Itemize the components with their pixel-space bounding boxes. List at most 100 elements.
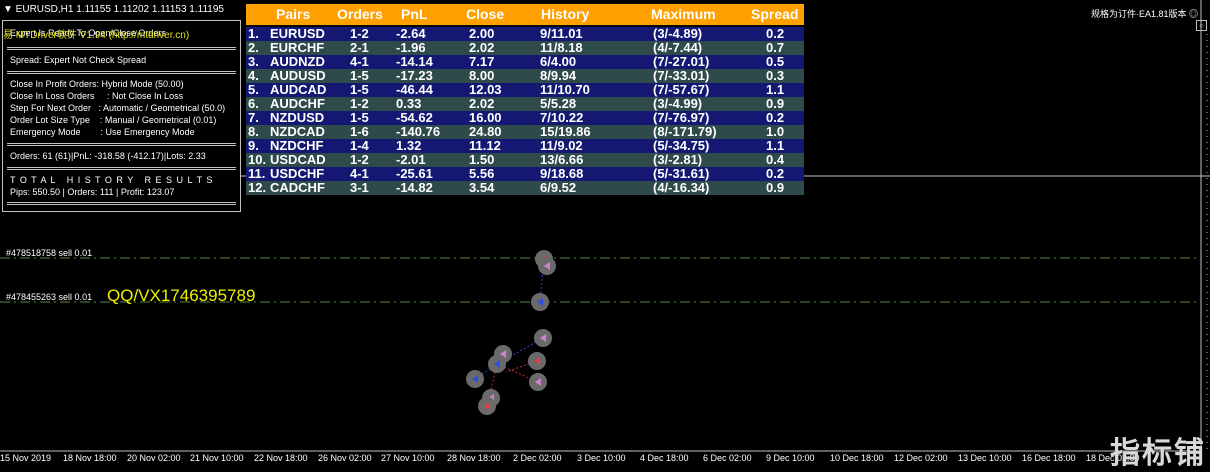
table-cell: 15/19.86 (540, 124, 591, 139)
close-profit-setting: Close In Profit Orders: Hybrid Mode (50.… (10, 79, 184, 89)
table-cell: (3/-4.99) (653, 96, 703, 111)
time-tick-label: 6 Dec 02:00 (703, 453, 752, 463)
table-cell: 2.02 (469, 96, 495, 111)
table-cell: -2.64 (396, 26, 426, 41)
table-cell: 4-1 (350, 54, 369, 69)
order-label: #478455263 sell 0.01 (6, 292, 93, 302)
close-icon[interactable]: ○ (1196, 20, 1207, 31)
table-row: 11. USDCHF 4-1 -25.61 5.56 9/18.68 (5/-31.61) 0… (246, 167, 804, 181)
table-cell: 3.54 (469, 180, 495, 195)
table-cell: 5.56 (469, 166, 495, 181)
table-cell: (5/-34.75) (653, 138, 710, 153)
header-spread: Spread (751, 6, 799, 22)
table-row: 1. EURUSD 1-2 -2.64 2.00 9/11.01 (3/-4.89) 0.2 (246, 27, 804, 41)
table-cell: -14.82 (396, 180, 433, 195)
table-cell: 1-2 (350, 96, 369, 111)
table-cell: 0.3 (766, 68, 785, 83)
table-cell: USDCHF (270, 166, 325, 181)
table-cell: (7/-27.01) (653, 54, 710, 69)
table-cell: NZDCAD (270, 124, 325, 139)
header-orders: Orders (337, 6, 383, 22)
time-tick-label: 26 Nov 02:00 (318, 453, 372, 463)
table-cell: 6. (248, 96, 259, 111)
divider (7, 71, 236, 74)
table-header: Pairs Orders PnL Close History Maximum S… (246, 4, 804, 25)
divider (7, 202, 236, 205)
table-cell: 8.00 (469, 68, 495, 83)
order-label: #478518758 sell 0.01 (6, 248, 93, 258)
table-cell: 9. (248, 138, 259, 153)
table-cell: 12. (248, 180, 267, 195)
table-cell: AUDNZD (270, 54, 325, 69)
time-tick-label: 28 Nov 18:00 (447, 453, 501, 463)
table-cell: 11.12 (469, 138, 501, 153)
step-next-setting: Step For Next Order : Automatic / Geomet… (10, 103, 226, 113)
table-cell: -25.61 (396, 166, 433, 181)
header-maximum: Maximum (651, 6, 716, 22)
table-cell: 11/8.18 (540, 40, 583, 55)
table-cell: EURCHF (270, 40, 325, 55)
table-cell: 1-4 (350, 138, 369, 153)
table-cell: 3. (248, 54, 259, 69)
time-tick-label: 16 Dec 18:00 (1022, 453, 1076, 463)
table-cell: 11/9.02 (540, 138, 583, 153)
table-cell: -46.44 (396, 82, 433, 97)
divider (7, 167, 236, 170)
table-cell: AUDCAD (270, 82, 327, 97)
time-tick-label: 27 Nov 10:00 (381, 453, 435, 463)
table-cell: EURUSD (270, 26, 325, 41)
table-cell: 1-5 (350, 110, 369, 125)
trade-marker (538, 257, 556, 275)
trade-marker (488, 355, 506, 373)
table-row: 4. AUDUSD 1-5 -17.23 8.00 8/9.94 (7/-33.01) 0.3 (246, 69, 804, 83)
contact-text: QQ/VX1746395789 (107, 286, 256, 305)
close-loss-setting: Close In Loss Orders : Not Close In Loss (10, 91, 184, 101)
table-row: 5. AUDCAD 1-5 -46.44 12.03 11/10.70 (7/-57.67)… (246, 83, 804, 97)
time-tick-label: 21 Nov 10:00 (190, 453, 244, 463)
time-tick-label: 20 Nov 02:00 (127, 453, 181, 463)
table-cell: -140.76 (396, 124, 441, 139)
time-tick-label: 18 Nov 18:00 (63, 453, 117, 463)
table-cell: 1.32 (396, 138, 422, 153)
table-cell: 0.4 (766, 152, 785, 167)
table-cell: 1-6 (350, 124, 369, 139)
table-cell: 24.80 (469, 124, 502, 139)
time-tick-label: 10 Dec 18:00 (830, 453, 884, 463)
table-cell: (5/-31.61) (653, 166, 710, 181)
table-cell: 0.9 (766, 96, 785, 111)
table-cell: 1.50 (469, 152, 495, 167)
table-cell: (4/-16.34) (653, 180, 710, 195)
table-row: 10. USDCAD 1-2 -2.01 1.50 13/6.66 (3/-2.81) 0.4 (246, 153, 804, 167)
table-cell: 8. (248, 124, 259, 139)
table-cell: 9/11.01 (540, 26, 583, 41)
expert-info-panel: Expert Is Ready To Open/Close Orders Spr… (2, 20, 241, 212)
table-cell: 7.17 (469, 54, 495, 69)
site-logo: 指标铺 (1110, 436, 1206, 471)
table-cell: 10. (248, 152, 267, 167)
table-cell: -2.01 (396, 152, 426, 167)
table-cell: 1.1 (766, 82, 785, 97)
table-cell: AUDCHF (270, 96, 325, 111)
table-cell: (7/-33.01) (653, 68, 710, 83)
table-cell: 12.03 (469, 82, 502, 97)
table-row: 2. EURCHF 2-1 -1.96 2.02 11/8.18 (4/-7.44) 0.7 (246, 41, 804, 55)
table-cell: 0.2 (766, 26, 785, 41)
table-cell: -54.62 (396, 110, 433, 125)
table-cell: 8/9.94 (540, 68, 577, 83)
table-cell: (3/-2.81) (653, 152, 703, 167)
pairs-table: Pairs Orders PnL Close History Maximum S… (246, 4, 804, 195)
time-tick-label: 2 Dec 02:00 (513, 453, 562, 463)
table-cell: -1.96 (396, 40, 426, 55)
table-cell: 9/18.68 (540, 166, 584, 181)
table-cell: 6/9.52 (540, 180, 577, 195)
divider (7, 143, 236, 146)
table-row: 8. NZDCAD 1-6 -140.76 24.80 15/19.86 (8/-171.7… (246, 125, 804, 139)
table-cell: -14.14 (396, 54, 433, 69)
table-cell: 5/5.28 (540, 96, 577, 111)
table-cell: -17.23 (396, 68, 433, 83)
time-tick-label: 12 Dec 02:00 (894, 453, 948, 463)
software-watermark: 易 MTDriver软件 V1.94 (http://mtdriver.cn) (3, 30, 190, 41)
table-cell: (4/-7.44) (653, 40, 703, 55)
table-row: 6. AUDCHF 1-2 0.33 2.02 5/5.28 (3/-4.99) 0.9 (246, 97, 804, 111)
